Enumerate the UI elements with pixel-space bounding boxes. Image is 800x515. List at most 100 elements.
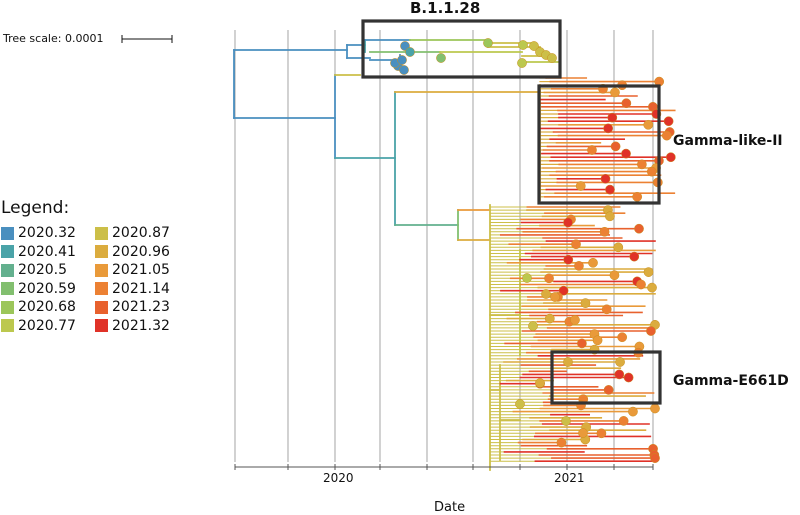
legend-swatch [95, 263, 108, 277]
legend-label: 2020.41 [18, 243, 76, 260]
tree-tip [517, 58, 527, 68]
legend-swatch [95, 319, 108, 333]
tree-tip [601, 304, 612, 315]
tree-tip [600, 173, 611, 184]
clade-label-gamma-like-ii: Gamma-like-II [673, 133, 783, 149]
tree-tip [577, 338, 587, 349]
tree-tip [561, 416, 571, 426]
legend-label: 2020.5 [18, 262, 67, 279]
tree-tip [628, 406, 638, 417]
legend-column-2: 2020.87 2020.96 2021.05 2021.14 2021.23 … [95, 224, 170, 335]
tree-tip [599, 226, 610, 237]
tree-tip [614, 369, 625, 380]
legend-item: 2021.05 [95, 261, 170, 280]
legend-swatch [95, 300, 108, 314]
tree-tip [571, 239, 581, 250]
tree-tip [603, 385, 614, 395]
clade-label-gamma-e661d: Gamma-E661D [673, 373, 789, 389]
tree-tip [615, 357, 625, 367]
legend-label: 2021.32 [112, 317, 170, 334]
tree-tip [596, 428, 607, 439]
tree-tip [541, 289, 551, 299]
tree-tip [661, 130, 672, 141]
tree-tip [613, 242, 624, 253]
tree-tips [390, 38, 676, 463]
clade-boxes [361, 19, 662, 405]
legend-item: 2020.5 [1, 261, 76, 280]
date-axis [234, 464, 654, 470]
tree-scale-label: Tree scale: 0.0001 [3, 32, 104, 45]
axis-title: Date [434, 500, 466, 515]
legend-label: 2020.87 [112, 225, 170, 242]
phylogenetic-tree [233, 39, 676, 471]
tree-tip [663, 116, 674, 127]
legend-item: 2021.32 [95, 317, 170, 336]
legend-label: 2020.59 [18, 280, 76, 297]
tree-tip [436, 53, 446, 63]
tree-tip [646, 326, 656, 336]
tree-tip [636, 279, 646, 290]
legend-label: 2020.96 [112, 243, 170, 260]
tree-tip [574, 261, 584, 271]
tree-tip [515, 399, 525, 409]
tree-tip [629, 251, 640, 262]
tree-tip [621, 98, 632, 109]
legend-column-1: 2020.32 2020.41 2020.5 2020.59 2020.68 2… [1, 224, 76, 335]
legend-label: 2021.14 [112, 280, 170, 297]
date-gridlines [234, 30, 654, 462]
tree-tip [529, 41, 539, 51]
tree-tip [522, 273, 532, 283]
tree-tip [617, 332, 628, 343]
legend-swatch [1, 319, 14, 333]
clade-box-b1128 [361, 19, 562, 79]
tree-tip [563, 254, 574, 265]
legend-item: 2020.68 [1, 298, 76, 317]
tree-tip [483, 38, 493, 48]
legend-label: 2020.32 [18, 225, 76, 242]
tree-tip [528, 321, 538, 331]
legend-title: Legend: [1, 198, 70, 218]
legend-item: 2020.41 [1, 243, 76, 262]
tree-tip [665, 152, 676, 163]
tree-tip [570, 315, 580, 325]
tree-tip [609, 270, 620, 281]
tree-tip [518, 40, 528, 50]
tree-tip [618, 416, 629, 426]
tree-tip [563, 217, 573, 228]
tree-tip [637, 159, 647, 170]
tree-scale-bar [121, 35, 173, 43]
tree-tip [607, 112, 618, 123]
legend-swatch [95, 245, 108, 259]
tree-tip [556, 437, 567, 448]
tree-tip [605, 184, 615, 195]
legend-item: 2021.23 [95, 298, 170, 317]
legend-swatch [95, 226, 108, 240]
legend-item: 2020.59 [1, 280, 76, 299]
tree-tip [580, 298, 591, 308]
clade-box-gamma-e661d [550, 350, 662, 405]
tree-tip [535, 378, 545, 388]
legend-item: 2020.77 [1, 317, 76, 336]
tree-tip [405, 47, 415, 57]
legend-label: 2021.05 [112, 262, 170, 279]
tree-tip [643, 267, 654, 277]
tree-tip [575, 181, 586, 191]
tree-tip [634, 223, 644, 234]
tree-tip [621, 148, 631, 159]
legend-swatch [1, 226, 14, 240]
tree-tip [578, 428, 588, 438]
tree-tip [643, 119, 654, 130]
tree-tip [550, 292, 560, 302]
tree-tip [397, 55, 407, 65]
tree-tip [544, 273, 554, 284]
tree-tip [650, 453, 660, 463]
tree-tip [610, 141, 621, 152]
legend-swatch [1, 263, 14, 277]
tree-tip [592, 335, 603, 346]
tree-tip [646, 166, 657, 177]
legend-label: 2021.23 [112, 299, 170, 316]
legend-item: 2020.87 [95, 224, 170, 243]
tree-tip [547, 53, 557, 63]
axis-tick-label-2020: 2020 [323, 471, 354, 485]
